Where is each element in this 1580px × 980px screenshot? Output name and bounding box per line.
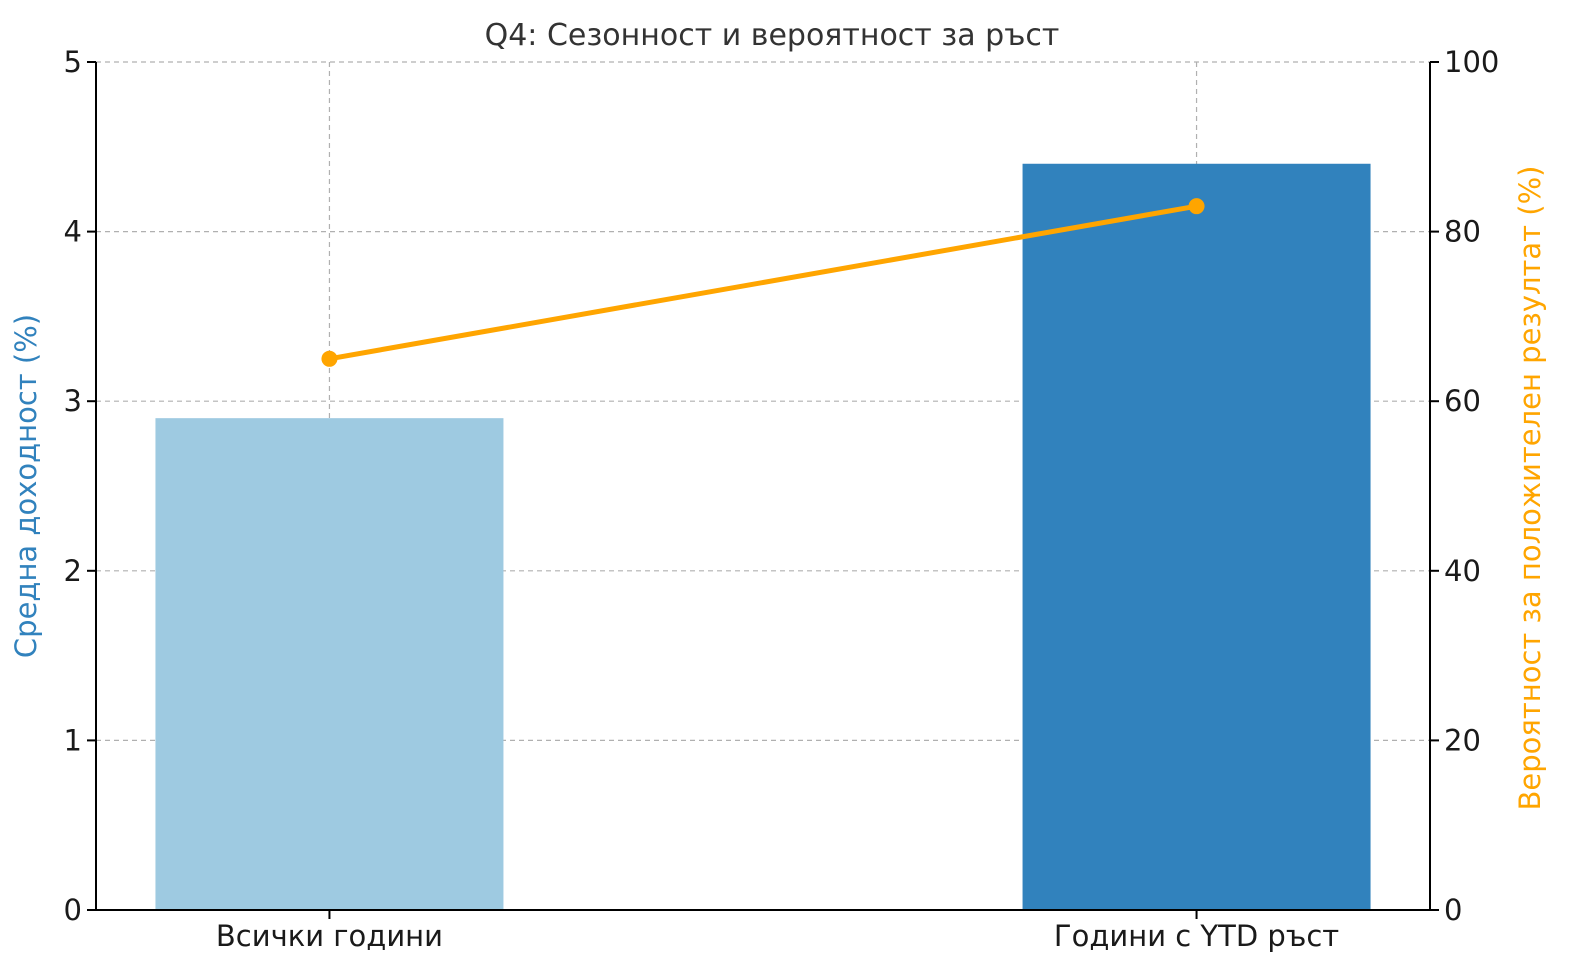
y-tick-label: 4 bbox=[64, 215, 82, 249]
y2-tick-label: 0 bbox=[1444, 893, 1462, 927]
y-axis-title: Средна доходност (%) bbox=[9, 314, 43, 658]
y-tick-label: 3 bbox=[64, 384, 82, 418]
probability-point-1 bbox=[321, 350, 338, 367]
y-tick-label: 2 bbox=[64, 554, 82, 588]
y2-tick-label: 40 bbox=[1444, 554, 1481, 588]
probability-line bbox=[326, 203, 1200, 362]
probability-point-2 bbox=[1188, 198, 1205, 215]
y-tick-label: 5 bbox=[64, 45, 82, 79]
line-series bbox=[321, 198, 1205, 367]
x-category-label: Години с YTD ръст bbox=[1054, 919, 1339, 953]
y2-axis-title: Вероятност за положителен резултат (%) bbox=[1513, 166, 1547, 811]
y2-tick-label: 60 bbox=[1444, 384, 1481, 418]
y-tick-label: 0 bbox=[64, 893, 82, 927]
y2-tick-label: 80 bbox=[1444, 215, 1481, 249]
axis-labels: 0 1 2 3 4 5 0 20 40 60 80 100 Всички години Години с … bbox=[64, 45, 1500, 953]
x-category-label: Всички години bbox=[216, 919, 443, 953]
axes bbox=[87, 61, 1439, 919]
y2-tick-label: 100 bbox=[1444, 45, 1499, 79]
bar-series bbox=[155, 163, 1371, 910]
bar-1 bbox=[155, 418, 504, 910]
bar-2 bbox=[1022, 163, 1371, 910]
y2-tick-label: 20 bbox=[1444, 723, 1481, 757]
y-tick-label: 1 bbox=[64, 723, 82, 757]
chart-title: Q4: Сезонност и вероятност за ръст bbox=[485, 18, 1060, 53]
